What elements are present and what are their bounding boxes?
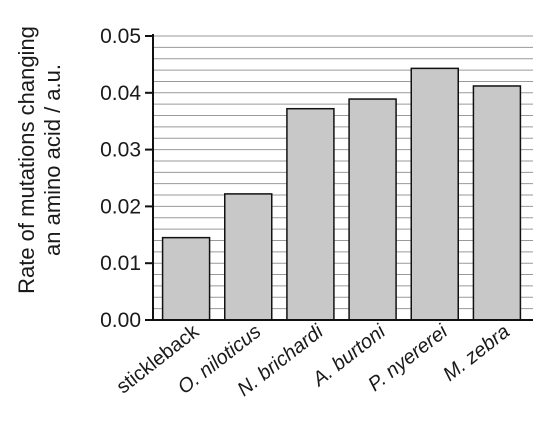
y-tick-label: 0.01 <box>100 252 141 275</box>
y-tick-label: 0.03 <box>100 139 141 162</box>
y-tick-labels: 0.00 0.01 0.02 0.03 0.04 0.05 <box>100 25 153 332</box>
bar-4 <box>410 67 459 321</box>
y-tick-label: 0.04 <box>100 82 141 105</box>
y-axis-label: Rate of mutations changing an amino acid … <box>14 26 65 294</box>
x-category-label: M. zebra <box>439 321 514 386</box>
y-axis-label-line: Rate of mutations changing <box>14 26 39 294</box>
bars <box>161 67 522 321</box>
y-tick-label: 0.02 <box>100 195 141 218</box>
gridlines <box>153 35 533 310</box>
bar-1 <box>224 193 273 321</box>
y-tick-label: 0.00 <box>100 309 141 332</box>
axes <box>145 34 533 321</box>
bar-2 <box>286 107 335 321</box>
bar-0 <box>161 236 211 321</box>
bar-3 <box>348 98 397 321</box>
y-axis-label-line: an amino acid / a.u. <box>40 64 65 256</box>
bar-5 <box>472 85 522 321</box>
y-tick-label: 0.05 <box>100 25 141 48</box>
